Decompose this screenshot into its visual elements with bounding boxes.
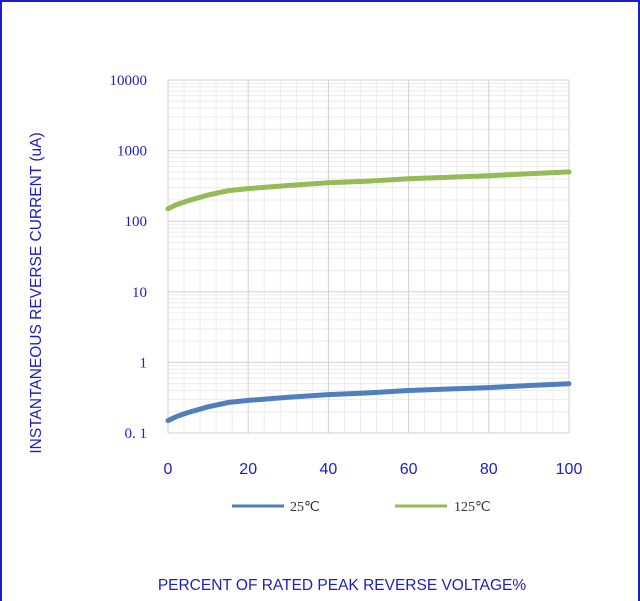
series-lines [165, 169, 572, 424]
y-tick-label: 10 [132, 285, 147, 301]
x-tick-label: 40 [320, 461, 338, 478]
x-axis-tick-labels: 0 20 40 60 80 100 [164, 461, 583, 478]
major-gridlines [167, 79, 570, 434]
x-tick-label: 0 [164, 461, 173, 478]
y-tick-label: 1 [140, 355, 148, 371]
legend: 25℃ 125℃ [232, 500, 491, 515]
x-tick-label: 60 [400, 461, 418, 478]
y-tick-label: 100 [125, 214, 148, 230]
y-axis-title: INSTANTANEOUS REVERSE CURRENT (uA) [28, 132, 45, 453]
y-tick-label: 0. 1 [125, 426, 148, 442]
y-tick-label: 10000 [110, 73, 148, 89]
series-line-25c [165, 381, 572, 424]
y-tick-label: 1000 [117, 144, 147, 160]
minor-gridlines [168, 80, 569, 433]
x-tick-label: 80 [480, 461, 498, 478]
x-axis-title: PERCENT OF RATED PEAK REVERSE VOLTAGE% [158, 577, 527, 594]
y-axis-tick-labels: 0. 1 1 10 100 1000 10000 [110, 73, 148, 442]
x-tick-label: 20 [239, 461, 257, 478]
series-line-125c [165, 169, 572, 212]
legend-label: 25℃ [290, 500, 320, 515]
x-tick-label: 100 [556, 461, 583, 478]
legend-label: 125℃ [454, 500, 491, 515]
